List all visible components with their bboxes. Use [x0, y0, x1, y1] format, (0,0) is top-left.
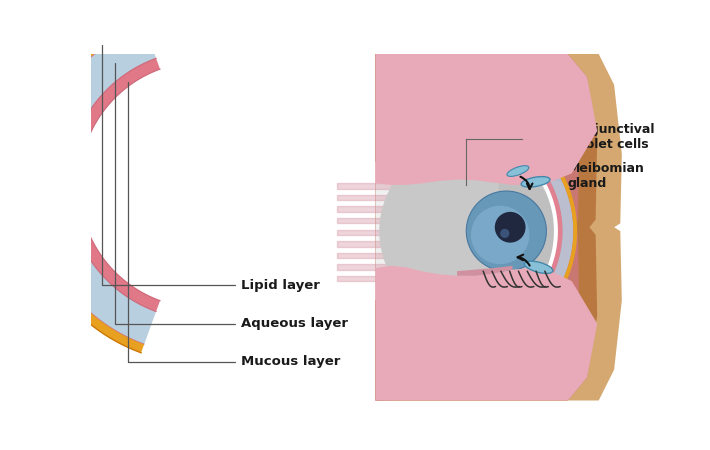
Text: Aqueous layer: Aqueous layer	[115, 63, 348, 330]
Polygon shape	[23, 17, 144, 353]
Polygon shape	[457, 266, 513, 276]
Circle shape	[495, 212, 525, 243]
Polygon shape	[376, 54, 622, 400]
Ellipse shape	[507, 166, 529, 176]
Ellipse shape	[525, 261, 553, 274]
Polygon shape	[376, 54, 597, 185]
Polygon shape	[517, 135, 573, 327]
Circle shape	[471, 206, 530, 264]
Polygon shape	[498, 140, 557, 322]
Text: Lipid layer: Lipid layer	[102, 45, 320, 292]
Circle shape	[379, 143, 557, 320]
Ellipse shape	[521, 176, 550, 187]
Polygon shape	[33, 26, 156, 344]
Text: Conjunctival
goblet cells: Conjunctival goblet cells	[520, 123, 655, 165]
Text: Mucous layer: Mucous layer	[129, 82, 340, 369]
Polygon shape	[376, 54, 597, 400]
Polygon shape	[515, 144, 562, 318]
Polygon shape	[67, 58, 160, 311]
Text: Meibomian
gland: Meibomian gland	[538, 162, 645, 190]
Polygon shape	[523, 132, 577, 330]
Polygon shape	[498, 154, 560, 308]
Polygon shape	[376, 54, 579, 400]
Circle shape	[500, 229, 509, 238]
Polygon shape	[376, 162, 530, 301]
Circle shape	[466, 191, 547, 271]
Polygon shape	[376, 266, 597, 400]
